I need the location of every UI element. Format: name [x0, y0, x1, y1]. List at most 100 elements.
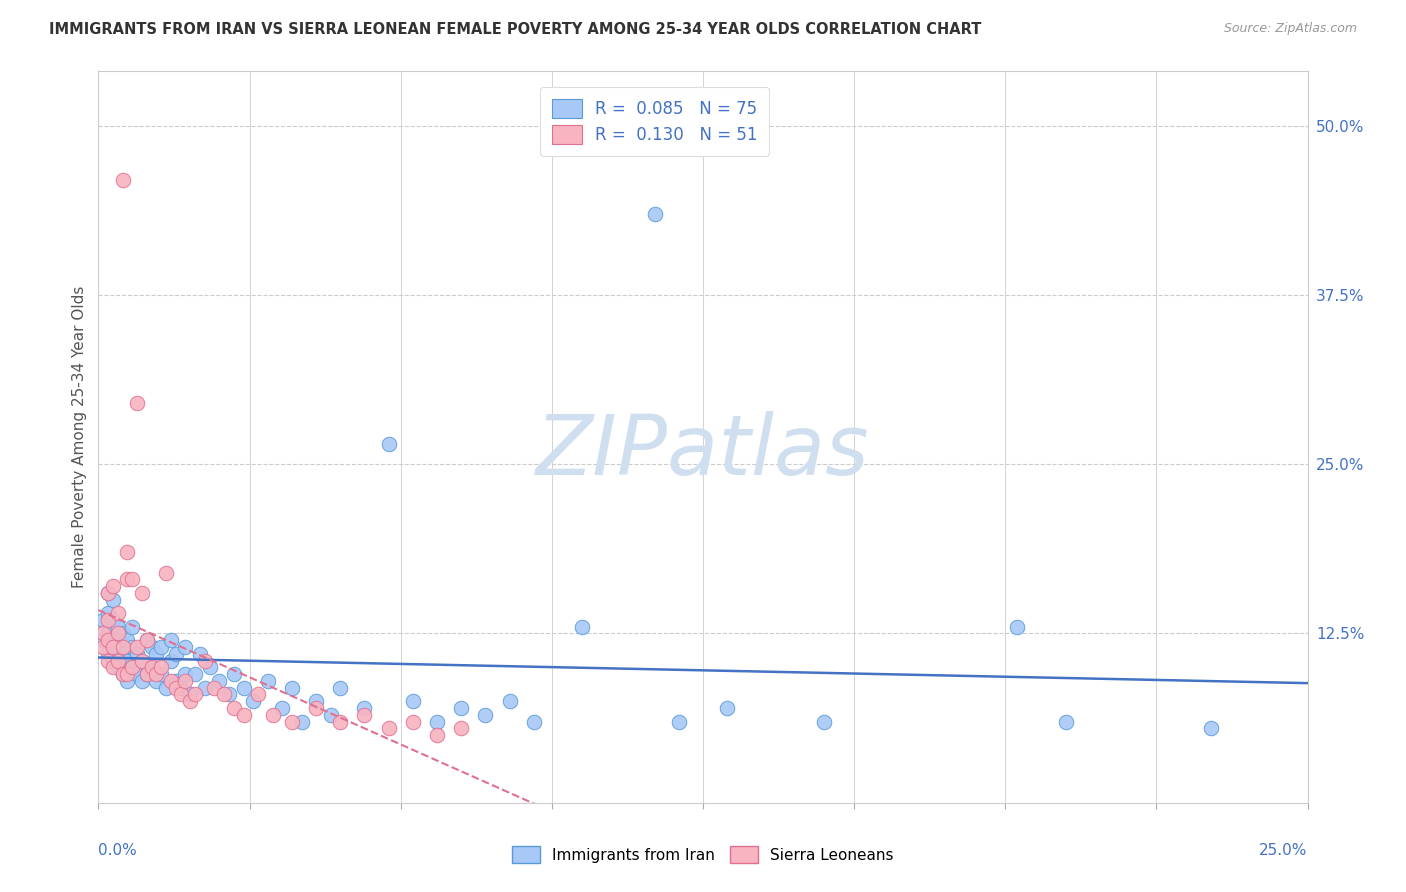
Point	[111, 647, 134, 661]
Point	[145, 667, 167, 681]
Point	[716, 701, 738, 715]
Point	[256, 673, 278, 688]
Point	[188, 647, 211, 661]
Point	[121, 572, 143, 586]
Point	[523, 714, 546, 729]
Point	[111, 172, 134, 186]
Point	[426, 728, 449, 742]
Point	[127, 396, 149, 410]
Y-axis label: Female Poverty Among 25-34 Year Olds: Female Poverty Among 25-34 Year Olds	[72, 286, 87, 588]
Point	[121, 620, 143, 634]
Point	[194, 654, 217, 668]
Point	[135, 633, 157, 648]
Point	[131, 673, 153, 688]
Point	[498, 694, 520, 708]
Point	[131, 586, 153, 600]
Point	[135, 667, 157, 681]
Point	[127, 667, 149, 681]
Point	[174, 667, 197, 681]
Point	[97, 613, 120, 627]
Point	[165, 673, 187, 688]
Point	[141, 640, 163, 654]
Point	[204, 681, 226, 695]
Point	[329, 681, 352, 695]
Point	[117, 673, 139, 688]
Point	[1199, 721, 1222, 735]
Point	[174, 673, 197, 688]
Point	[101, 592, 124, 607]
Point	[107, 626, 129, 640]
Point	[402, 714, 425, 729]
Point	[426, 714, 449, 729]
Text: Source: ZipAtlas.com: Source: ZipAtlas.com	[1223, 22, 1357, 36]
Point	[222, 667, 245, 681]
Point	[145, 647, 167, 661]
Point	[222, 701, 245, 715]
Text: 25.0%: 25.0%	[1260, 843, 1308, 858]
Point	[97, 633, 120, 648]
Point	[184, 688, 207, 702]
Point	[281, 714, 304, 729]
Point	[117, 545, 139, 559]
Point	[1007, 620, 1029, 634]
Point	[117, 572, 139, 586]
Point	[232, 707, 254, 722]
Point	[571, 620, 593, 634]
Point	[402, 694, 425, 708]
Point	[97, 606, 120, 620]
Point	[107, 654, 129, 668]
Point	[174, 640, 197, 654]
Point	[271, 701, 294, 715]
Point	[101, 640, 124, 654]
Point	[91, 640, 114, 654]
Point	[644, 206, 666, 220]
Point	[353, 701, 375, 715]
Point	[169, 681, 191, 695]
Point	[111, 626, 134, 640]
Point	[281, 681, 304, 695]
Text: ZIPatlas: ZIPatlas	[536, 411, 870, 492]
Point	[184, 667, 207, 681]
Point	[97, 654, 120, 668]
Point	[155, 566, 177, 580]
Point	[97, 586, 120, 600]
Point	[101, 633, 124, 648]
Point	[91, 613, 114, 627]
Point	[121, 640, 143, 654]
Point	[319, 707, 342, 722]
Point	[305, 701, 328, 715]
Point	[91, 626, 114, 640]
Point	[377, 437, 399, 451]
Point	[160, 654, 183, 668]
Point	[121, 660, 143, 674]
Point	[101, 660, 124, 674]
Point	[91, 633, 114, 648]
Point	[107, 640, 129, 654]
Point	[165, 647, 187, 661]
Point	[208, 673, 231, 688]
Point	[218, 688, 240, 702]
Point	[179, 688, 201, 702]
Point	[150, 660, 173, 674]
Point	[232, 681, 254, 695]
Point	[111, 640, 134, 654]
Point	[194, 681, 217, 695]
Point	[155, 681, 177, 695]
Text: IMMIGRANTS FROM IRAN VS SIERRA LEONEAN FEMALE POVERTY AMONG 25-34 YEAR OLDS CORR: IMMIGRANTS FROM IRAN VS SIERRA LEONEAN F…	[49, 22, 981, 37]
Point	[107, 660, 129, 674]
Point	[141, 660, 163, 674]
Point	[165, 681, 187, 695]
Point	[290, 714, 312, 729]
Point	[101, 579, 124, 593]
Text: 0.0%: 0.0%	[98, 843, 138, 858]
Point	[127, 640, 149, 654]
Point	[131, 654, 153, 668]
Point	[198, 660, 221, 674]
Point	[813, 714, 835, 729]
Point	[117, 654, 139, 668]
Point	[262, 707, 284, 722]
Point	[450, 701, 472, 715]
Point	[169, 688, 191, 702]
Point	[160, 673, 183, 688]
Point	[474, 707, 496, 722]
